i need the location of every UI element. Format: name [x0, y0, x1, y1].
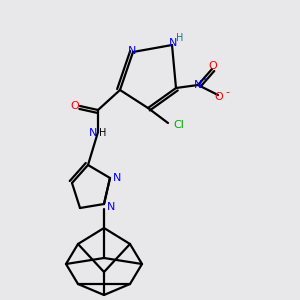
Text: N: N — [89, 128, 97, 138]
Text: +: + — [202, 74, 208, 83]
Text: N: N — [128, 46, 136, 56]
Text: N: N — [113, 173, 121, 183]
Text: H: H — [176, 33, 184, 43]
Text: N: N — [194, 80, 202, 90]
Text: Cl: Cl — [173, 120, 184, 130]
Text: O: O — [214, 92, 224, 102]
Text: O: O — [70, 101, 80, 111]
Text: O: O — [208, 61, 217, 71]
Text: N: N — [169, 38, 177, 48]
Text: N: N — [107, 202, 115, 212]
Text: H: H — [99, 128, 107, 138]
Text: -: - — [225, 87, 229, 97]
